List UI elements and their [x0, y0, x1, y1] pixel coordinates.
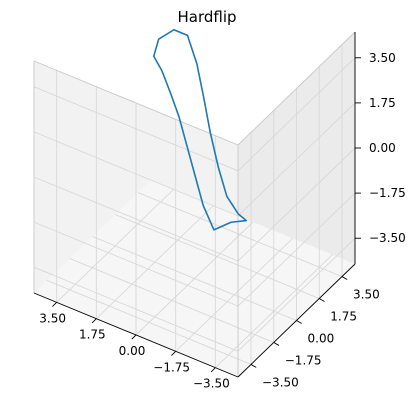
y-tick-label-mark: [273, 342, 280, 346]
series-line-0: [152, 28, 248, 231]
x-tick-label-mark: [171, 351, 176, 356]
axis-panes: [34, 32, 355, 377]
chart-title: Hardflip: [177, 8, 237, 26]
x-tick-label: 1.75: [79, 328, 106, 342]
grid-line-z-xz: [33, 86, 239, 172]
x-tick-label: 3.50: [39, 311, 66, 325]
y-tick-label: −3.50: [262, 375, 299, 389]
y-tick-label: 1.75: [330, 310, 357, 324]
y-tick-label-mark: [250, 364, 257, 368]
x-tick-label: −3.50: [193, 377, 230, 391]
grid-line-z-xz: [33, 221, 239, 307]
z-tick-label: 1.75: [369, 96, 396, 110]
grid-line-z-xz: [33, 266, 239, 352]
grid-line-y-floor: [137, 192, 343, 277]
grid-line-y-floor: [92, 236, 297, 321]
pane-edge: [237, 31, 356, 146]
grid-line-y-floor: [46, 280, 252, 365]
z-tick-label: 3.50: [369, 51, 396, 65]
z-tick-label: −3.50: [369, 231, 406, 245]
grid-line-z-yz: [237, 102, 356, 217]
y-tick-label: 3.50: [353, 288, 380, 302]
x-tick-label: −1.75: [153, 360, 190, 374]
grid-line-z-yz: [237, 147, 356, 262]
grid-line-y-floor: [69, 258, 274, 343]
grid-line-z-yz: [237, 192, 356, 307]
x-tick-label-mark: [131, 334, 137, 340]
grid-line-z-yz: [237, 57, 356, 172]
axis-lines: [33, 31, 361, 378]
series-layer: [152, 28, 248, 231]
pane-edge: [33, 60, 239, 146]
y-tick-label-mark: [296, 320, 302, 324]
grid-line-z-yz: [237, 237, 356, 352]
tick-labels: −3.50−1.750.001.753.50−3.50−1.750.001.75…: [39, 51, 405, 391]
z-tick-label: 0.00: [369, 141, 396, 155]
y-tick-label-mark: [341, 276, 348, 280]
x-tick-label: 0.00: [119, 344, 146, 358]
x-tick-label-mark: [91, 318, 97, 324]
z-tick-label: −1.75: [369, 186, 406, 200]
grid-line-z-xz: [33, 131, 239, 217]
x-tick-label-mark: [52, 302, 57, 307]
grid-lines: [33, 44, 356, 368]
x-tick-label-mark: [210, 367, 216, 373]
grid-line-y-floor: [115, 214, 320, 299]
y-tick-label: −1.75: [285, 353, 322, 367]
y-tick-label: 0.00: [308, 332, 335, 346]
grid-line-z-xz: [33, 176, 239, 262]
y-tick-label-mark: [319, 298, 325, 302]
